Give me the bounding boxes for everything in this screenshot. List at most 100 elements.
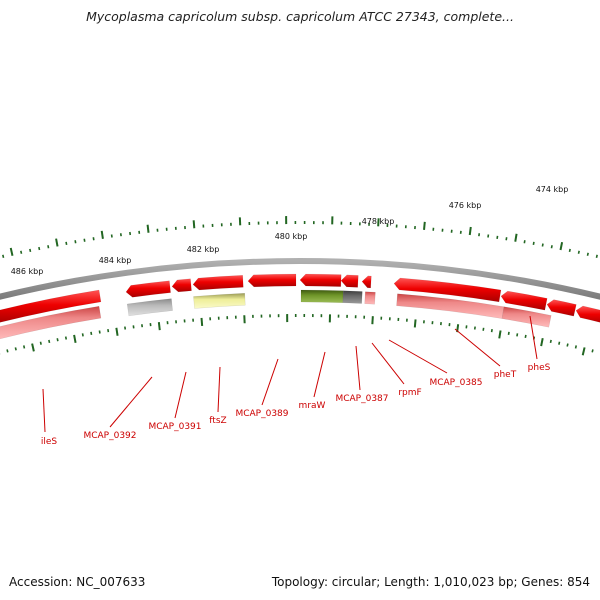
gene-leader-line: [313, 351, 326, 398]
gene-label: MCAP_0389: [235, 409, 288, 419]
gene-label: pheT: [494, 370, 517, 380]
outer-tick: [550, 245, 553, 249]
inner-tick: [558, 341, 561, 345]
outer-tick: [468, 226, 472, 236]
gene-ileS-track2: [0, 305, 102, 340]
inner-tick: [581, 347, 586, 356]
outer-tick: [541, 243, 544, 247]
gene-rpmF-track2: [364, 291, 376, 305]
inner-tick: [31, 343, 35, 352]
gene-label: MCAP_0391: [148, 422, 201, 432]
inner-tick: [157, 322, 161, 331]
scale-tick-label: 478 kbp: [362, 217, 395, 226]
scale-tick-label: 482 kbp: [187, 245, 220, 254]
gene-label: MCAP_0385: [429, 378, 482, 388]
inner-tick: [566, 343, 569, 347]
outer-tick: [423, 221, 426, 230]
inner-scale-ticks: [0, 314, 594, 356]
gene-leader-line: [388, 339, 448, 374]
outer-tick: [568, 248, 571, 253]
gene-MCAP_0392-track2: [126, 298, 173, 317]
gene-label: pheS: [528, 363, 551, 373]
gene-MCAP_0387: [340, 274, 359, 288]
scale-tick-label: 480 kbp: [275, 232, 308, 241]
inner-tick: [549, 339, 552, 344]
gene-MCAP_0389: [247, 273, 297, 288]
gene-MCAP_0385-track2: [396, 293, 505, 319]
gene-leader-line: [529, 315, 538, 360]
gene-label: ftsZ: [209, 416, 226, 426]
inner-tick: [524, 334, 527, 339]
outer-scale-ticks: [2, 216, 598, 258]
gene-mraW-track2: [300, 289, 344, 303]
inner-tick: [73, 334, 77, 344]
outer-tick: [2, 254, 5, 258]
gene-ftsZ: [192, 275, 244, 291]
gene-MCAP_0392: [125, 280, 171, 298]
scale-tick-label: 484 kbp: [99, 256, 132, 265]
gene-MCAP_0385: [393, 277, 502, 303]
gene-label: ileS: [41, 437, 58, 447]
scale-tick-labels: 486 kbp 484 kbp 482 kbp 480 kbp 478 kbp 476 k…: [11, 185, 569, 276]
inner-tick: [574, 345, 578, 349]
outer-tick: [9, 247, 14, 256]
genome-backbone: [0, 258, 600, 300]
gene-leader-line: [261, 358, 279, 406]
gene-leader-line: [42, 388, 46, 433]
inner-tick: [6, 349, 9, 353]
gene-leader-line: [454, 328, 501, 367]
outer-tick: [146, 224, 150, 233]
gene-MCAP_0391: [171, 278, 192, 293]
gene-leader-line: [217, 366, 221, 413]
gene-next: [575, 305, 600, 323]
genome-summary: Topology: circular; Length: 1,010,023 bp…: [271, 575, 590, 589]
outer-tick: [559, 241, 564, 251]
outer-tick: [595, 254, 598, 258]
gene-MCAP_0387-track2: [342, 290, 363, 304]
outer-tick: [586, 252, 589, 256]
gene-label: rpmF: [398, 388, 421, 398]
outer-tick: [100, 230, 104, 239]
gene-ftsZ-track2: [193, 292, 246, 309]
inner-tick: [516, 333, 519, 337]
outer-tick: [20, 250, 23, 254]
inner-tick: [81, 333, 84, 337]
outer-tick: [29, 248, 32, 253]
scale-tick-label: 486 kbp: [11, 267, 44, 276]
outer-tick: [523, 240, 526, 244]
gene-labels: ileS MCAP_0392 MCAP_0391 ftsZ MCAP_0389 mraW M…: [41, 315, 551, 447]
outer-tick: [192, 220, 196, 229]
outer-tick: [65, 241, 68, 245]
inner-tick: [22, 345, 26, 349]
inner-tick: [591, 349, 594, 353]
inner-tick: [48, 339, 51, 344]
gene-label: MCAP_0392: [83, 431, 136, 441]
inner-tick: [507, 331, 510, 336]
outer-tick: [514, 233, 518, 242]
inner-tick: [14, 347, 17, 351]
inner-tick: [115, 327, 119, 336]
outer-tick: [74, 240, 77, 244]
outer-tick: [47, 245, 50, 249]
gene-mraW: [299, 273, 342, 287]
gene-leader-line: [109, 376, 153, 428]
gene-pheS: [546, 299, 577, 317]
scale-tick-label: 476 kbp: [449, 201, 482, 210]
backbone-arc: [0, 258, 600, 300]
gene-pheT-track2: [501, 306, 552, 328]
genome-title: Mycoplasma capricolum subsp. capricolum …: [86, 9, 514, 24]
gene-ileS: [0, 289, 102, 323]
inner-tick: [90, 331, 93, 336]
gene-features: [0, 273, 600, 340]
outer-tick: [38, 246, 41, 251]
scale-tick-label: 474 kbp: [536, 185, 569, 194]
gene-leader-line: [174, 371, 187, 419]
gene-leader-line: [355, 345, 361, 391]
inner-tick: [413, 319, 417, 328]
inner-tick: [200, 317, 204, 327]
inner-tick: [64, 336, 68, 340]
outer-tick: [55, 238, 59, 247]
gene-leader-line: [371, 342, 405, 385]
